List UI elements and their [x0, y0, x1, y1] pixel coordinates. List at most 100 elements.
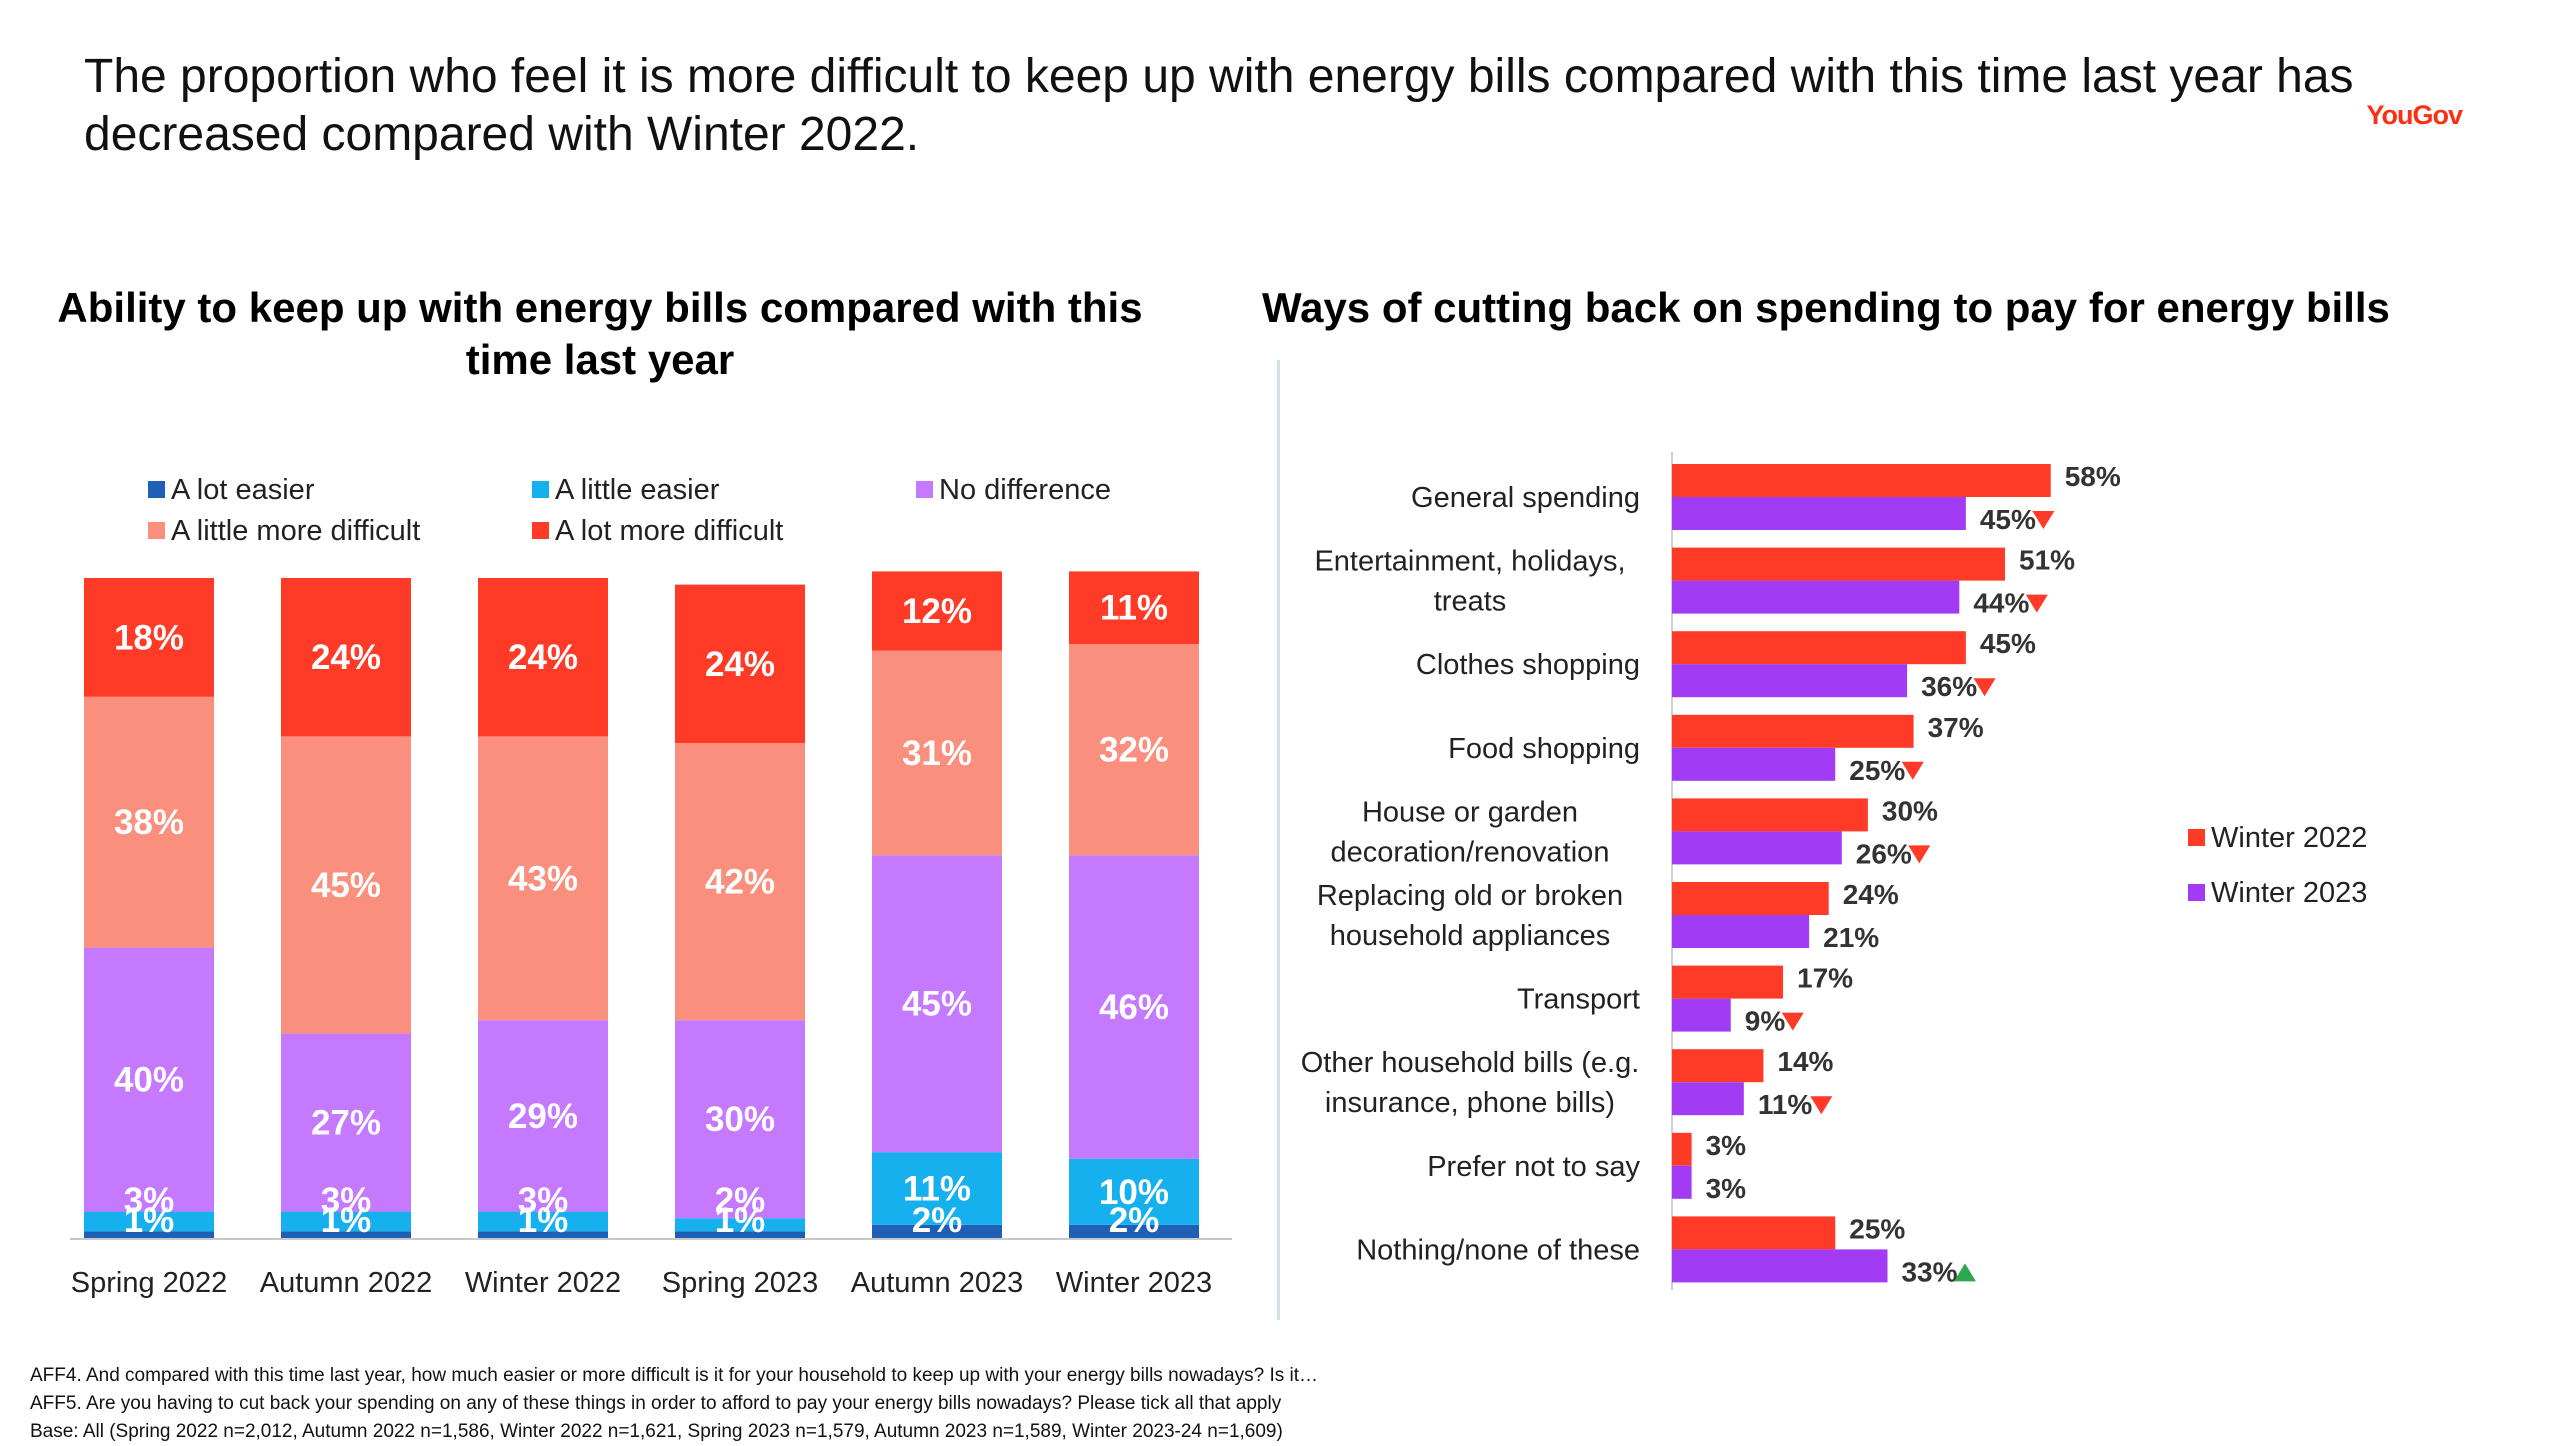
bar [1672, 1082, 1744, 1116]
down-arrow-icon [1781, 1012, 1804, 1031]
data-label: 46% [1099, 988, 1169, 1027]
bar [1672, 798, 1868, 832]
y-tick-label: Replacing old or broken household applian… [1317, 880, 1623, 952]
bar-segment [872, 855, 1002, 1153]
y-tick-label-line: insurance, phone bills) [1325, 1087, 1615, 1119]
bar [1672, 714, 1914, 748]
data-label: 1% [715, 1201, 766, 1240]
legend-label: Winter 2023 [2211, 877, 2368, 909]
legend-swatch [532, 481, 549, 498]
legend-swatch [532, 522, 549, 539]
bar-segment [1069, 644, 1199, 856]
y-tick-label: General spending [1411, 482, 1640, 514]
bar-segment [675, 1218, 805, 1232]
x-tick-label: Winter 2022 [465, 1267, 621, 1299]
data-label: 45% [311, 866, 381, 905]
data-label: 2% [1109, 1201, 1160, 1240]
bar [1672, 1249, 1888, 1283]
down-arrow-icon [2025, 594, 2048, 613]
legend-a-little-easier: A little easier [532, 474, 719, 507]
bar-segment [281, 1211, 411, 1232]
legend-swatch [148, 481, 165, 498]
data-label: 3% [1706, 1130, 1747, 1161]
bar [1672, 464, 2051, 497]
bar-segment [84, 696, 214, 948]
left-chart-title: Ability to keep up with energy bills com… [57, 284, 1143, 383]
legend-label: A little easier [555, 474, 720, 506]
data-label: 51% [2019, 545, 2075, 576]
down-arrow-icon [1908, 845, 1931, 864]
data-label: 33% [1901, 1256, 1957, 1287]
y-tick-label-line: treats [1434, 586, 1507, 618]
bar-segment [872, 1224, 1002, 1238]
legend-a-little-more-difficult: A little more difficult [148, 515, 420, 548]
footnote-aff5: AFF5. Are you having to cut back your sp… [30, 1393, 1282, 1414]
data-label: 3% [124, 1181, 175, 1220]
data-label: 17% [1797, 963, 1853, 994]
data-label: 2% [912, 1201, 963, 1240]
data-label: 12% [902, 592, 972, 631]
x-tick-label: Autumn 2023 [851, 1267, 1024, 1299]
data-label: 45% [902, 985, 972, 1024]
legend-label: A little more difficult [171, 515, 421, 547]
y-tick-label-line: decoration/renovation [1331, 836, 1610, 868]
y-tick-label: Nothing/none of these [1356, 1234, 1640, 1266]
down-arrow-icon [1901, 761, 1924, 780]
data-label: 40% [114, 1061, 184, 1100]
bar [1672, 747, 1836, 781]
bar-segment [281, 736, 411, 1034]
legend-swatch [2188, 829, 2205, 846]
data-label: 36% [1921, 671, 1977, 702]
x-tick-label: Spring 2023 [662, 1267, 818, 1299]
y-tick-label: Transport [1517, 984, 1640, 1016]
bar [1672, 1049, 1764, 1083]
right-chart-title: Ways of cutting back on spending to pay … [1262, 284, 2390, 331]
y-tick-label-line: household appliances [1330, 920, 1611, 952]
data-label: 24% [705, 645, 775, 684]
data-label: 45% [1980, 504, 2036, 535]
bar [1672, 631, 1966, 665]
data-label: 31% [902, 734, 972, 773]
bar-segment [872, 650, 1002, 856]
bar-segment [281, 1231, 411, 1238]
y-tick-label-line: Replacing old or broken [1317, 880, 1623, 912]
yougov-logo: YouGov [2366, 100, 2463, 130]
data-label: 30% [705, 1100, 775, 1139]
data-label: 3% [518, 1181, 569, 1220]
y-tick-label: Prefer not to say [1427, 1151, 1640, 1183]
bar-segment [281, 578, 411, 737]
bar [1672, 664, 1908, 698]
y-tick-label-line: House or garden [1362, 796, 1578, 828]
data-label: 45% [1980, 628, 2036, 659]
data-label: 44% [1973, 588, 2029, 619]
legend-label: Winter 2022 [2211, 822, 2368, 854]
bar-segment [675, 584, 805, 743]
bar-segment [675, 1231, 805, 1238]
legend-swatch [148, 522, 165, 539]
bar [1672, 915, 1810, 948]
bar-segment [675, 743, 805, 1021]
data-label: 24% [508, 638, 578, 677]
data-label: 21% [1823, 922, 1879, 953]
legend-no-difference: No difference [916, 474, 1111, 507]
bar-segment [478, 736, 608, 1021]
bar-segment [84, 947, 214, 1212]
bar-segment [478, 1231, 608, 1238]
bar-segment [84, 1231, 214, 1238]
data-label: 11% [903, 1170, 971, 1209]
legend-winter-2023: Winter 2023 [2188, 877, 2367, 910]
x-tick-label: Autumn 2022 [260, 1267, 433, 1299]
bar [1672, 1216, 1836, 1250]
data-label: 37% [1928, 712, 1984, 743]
bar-segment [1069, 855, 1199, 1159]
data-label: 2% [715, 1181, 766, 1220]
y-tick-label: Food shopping [1448, 733, 1640, 765]
data-label: 3% [1706, 1173, 1747, 1204]
bar-segment [478, 1211, 608, 1232]
bar [1672, 998, 1731, 1032]
y-tick-label-line: Entertainment, holidays, [1314, 546, 1625, 578]
data-label: 3% [321, 1181, 372, 1220]
bar-segment [675, 1020, 805, 1219]
